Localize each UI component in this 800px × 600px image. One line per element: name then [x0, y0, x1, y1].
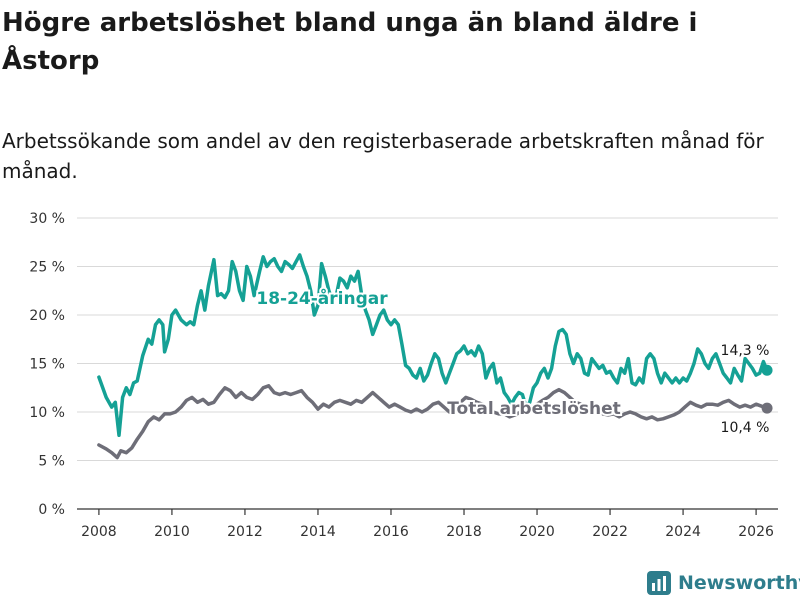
y-tick-label: 25 % — [29, 260, 65, 276]
x-axis-ticks: 2008 2010 2012 2014 2016 2018 2020 2022 2024 2026 — [81, 509, 774, 540]
x-tick-label: 2010 — [154, 524, 190, 540]
end-point-total — [761, 402, 773, 414]
brand-name: Newsworthy — [678, 572, 800, 594]
end-value-label-total: 10,4 % — [721, 420, 770, 436]
x-tick-label: 2014 — [300, 524, 336, 540]
series-label-total: Total arbetslöshet — [447, 399, 621, 419]
x-tick-label: 2008 — [81, 524, 117, 540]
x-tick-label: 2018 — [446, 524, 482, 540]
series-labels: 18-24-åringar Total arbetslöshet 14,3 % … — [254, 285, 770, 436]
newsworthy-brand: Newsworthy — [646, 569, 800, 597]
chart-subtitle: Arbetssökande som andel av den registerb… — [2, 129, 764, 183]
y-axis-ticks: 0 % 5 % 10 % 15 % 20 % 25 % 30 % — [29, 211, 65, 518]
x-tick-label: 2024 — [665, 524, 701, 540]
x-tick-label: 2026 — [738, 524, 774, 540]
series-line-youth — [97, 253, 769, 438]
y-tick-label: 15 % — [29, 357, 65, 373]
y-tick-label: 10 % — [29, 405, 65, 421]
y-tick-label: 5 % — [38, 454, 65, 470]
series-line-total — [97, 384, 769, 460]
y-tick-label: 20 % — [29, 308, 65, 324]
gridlines — [77, 217, 778, 510]
page-title: Högre arbetslöshet bland unga än bland ä… — [2, 8, 698, 76]
x-tick-label: 2016 — [373, 524, 409, 540]
y-tick-label: 0 % — [38, 502, 65, 518]
x-tick-label: 2022 — [592, 524, 628, 540]
series-lines — [97, 253, 773, 460]
bar-chart-logo-icon — [647, 571, 671, 595]
x-tick-label: 2020 — [519, 524, 555, 540]
end-value-label-youth: 14,3 % — [721, 343, 770, 359]
y-tick-label: 30 % — [29, 211, 65, 227]
x-tick-label: 2012 — [227, 524, 263, 540]
series-label-youth: 18-24-åringar — [256, 287, 388, 309]
end-point-youth — [761, 364, 773, 376]
